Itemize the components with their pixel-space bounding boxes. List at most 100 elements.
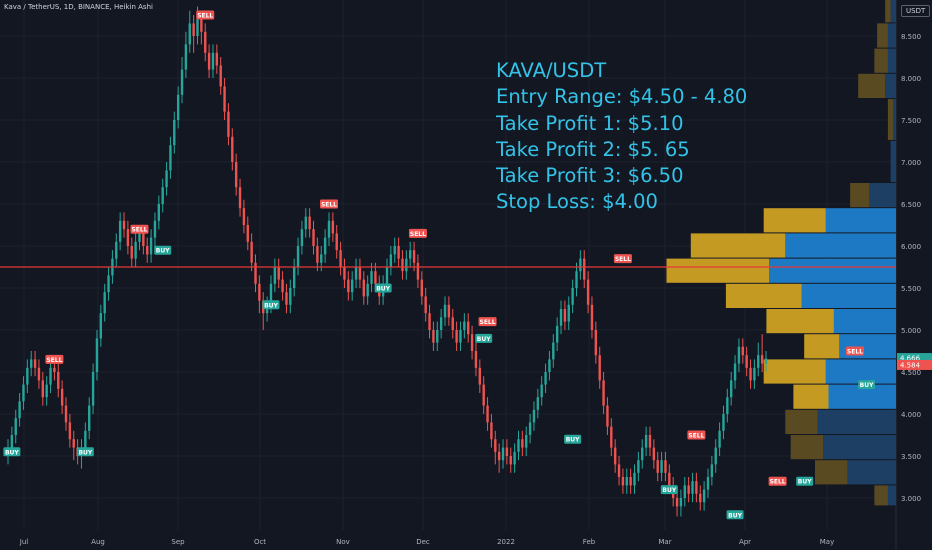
candle-body bbox=[296, 246, 300, 267]
symbol-header[interactable]: Kava / TetherUS, 1D, BINANCE, Heikin Ash… bbox=[4, 3, 153, 11]
candle-body bbox=[656, 460, 659, 473]
candle-body bbox=[215, 52, 219, 66]
vp-bar-gold bbox=[793, 384, 829, 409]
candle-body bbox=[501, 447, 505, 461]
candle-body bbox=[629, 477, 632, 486]
vp-bar-blue bbox=[847, 460, 896, 485]
x-tick-label: Mar bbox=[658, 538, 671, 546]
x-tick-label: Nov bbox=[336, 538, 350, 546]
candle-body bbox=[571, 288, 574, 305]
vp-bar-gold bbox=[763, 359, 826, 384]
buy-signal-box bbox=[262, 300, 280, 310]
sell-signal-box bbox=[196, 10, 215, 20]
price-tag-box bbox=[897, 359, 932, 370]
candle-body bbox=[641, 447, 644, 461]
candle-body bbox=[517, 439, 520, 452]
candle-body bbox=[749, 367, 752, 381]
candle-body bbox=[610, 426, 613, 448]
candles bbox=[6, 6, 768, 517]
candle-body bbox=[702, 489, 706, 503]
candle-body bbox=[602, 380, 605, 406]
candle-body bbox=[308, 216, 311, 230]
candle-body bbox=[60, 388, 64, 406]
candle-body bbox=[292, 267, 296, 288]
candle-body bbox=[567, 304, 570, 322]
candle-body bbox=[559, 309, 563, 326]
candle-body bbox=[699, 493, 702, 503]
price-axis[interactable]: 3.000 3.500 4.000 4.500 5.000 5.500 6.000 6.500… bbox=[901, 33, 921, 503]
candle-body bbox=[323, 237, 327, 255]
candle-body bbox=[149, 237, 153, 255]
buy-signal-label: BUY bbox=[156, 248, 170, 255]
candle-body bbox=[22, 384, 25, 402]
candle-body bbox=[180, 69, 184, 95]
candle-body bbox=[760, 355, 764, 364]
sell-signal-box bbox=[845, 346, 864, 356]
candle-body bbox=[385, 267, 389, 284]
vp-bar-blue bbox=[887, 23, 896, 48]
buy-signal-label: BUY bbox=[264, 302, 278, 309]
candle-body bbox=[548, 359, 551, 372]
x-tick-label: Jul bbox=[19, 538, 29, 546]
candle-body bbox=[451, 317, 454, 330]
sell-signal-label: SELL bbox=[480, 319, 496, 326]
sell-signal-box bbox=[319, 199, 338, 209]
candle-body bbox=[733, 363, 737, 381]
x-tick-label: May bbox=[820, 538, 834, 546]
candle-body bbox=[675, 498, 679, 507]
buy-signal-box bbox=[475, 333, 493, 343]
candle-body bbox=[718, 430, 721, 448]
candle-body bbox=[238, 187, 242, 209]
candle-body bbox=[695, 481, 698, 494]
x-tick-label: Oct bbox=[254, 538, 266, 546]
candle-body bbox=[729, 380, 733, 398]
candle-body bbox=[350, 279, 354, 293]
candle-body bbox=[153, 220, 157, 238]
candle-body bbox=[555, 325, 559, 343]
price-tag-value: 4.584 bbox=[900, 361, 921, 369]
candle-body bbox=[14, 418, 17, 435]
time-axis[interactable]: Jul Aug Sep Oct Nov Dec 2022 Feb Mar Apr May bbox=[19, 538, 834, 546]
currency-label[interactable]: USDT bbox=[901, 5, 931, 17]
candle-body bbox=[606, 405, 609, 427]
candle-body bbox=[126, 229, 130, 246]
vp-bar-blue bbox=[890, 141, 896, 182]
vp-bar-gold bbox=[858, 73, 886, 98]
vp-bar-blue bbox=[890, 0, 896, 23]
candle-body bbox=[613, 447, 617, 465]
candle-body bbox=[494, 439, 497, 452]
candle-body bbox=[439, 317, 443, 330]
price-tag-value: 4.666 bbox=[900, 355, 921, 363]
candle-body bbox=[478, 367, 482, 385]
y-tick-label: 3.500 bbox=[901, 453, 921, 461]
buy-signal-label: BUY bbox=[728, 512, 742, 519]
candle-body bbox=[525, 435, 528, 448]
candle-body bbox=[486, 405, 489, 423]
candle-body bbox=[219, 65, 222, 87]
candle-body bbox=[99, 313, 103, 339]
vp-bar-blue bbox=[785, 233, 896, 258]
candle-body bbox=[443, 304, 447, 318]
candle-body bbox=[41, 380, 45, 398]
candle-body bbox=[416, 262, 420, 280]
candle-body bbox=[234, 162, 238, 188]
candle-body bbox=[343, 267, 346, 280]
sell-signal-label: SELL bbox=[847, 349, 863, 356]
vp-bar-blue bbox=[869, 183, 896, 208]
candle-body bbox=[72, 439, 75, 448]
candle-body bbox=[467, 321, 470, 335]
note-take-profit-2: Take Profit 2: $5. 65 bbox=[496, 137, 690, 161]
candle-body bbox=[53, 367, 56, 372]
candle-body bbox=[482, 384, 485, 406]
candle-body bbox=[68, 422, 72, 440]
note-take-profit-1: Take Profit 1: $5.10 bbox=[496, 111, 684, 135]
candle-body bbox=[354, 267, 358, 280]
y-tick-label: 7.000 bbox=[901, 159, 921, 167]
candle-body bbox=[691, 481, 694, 494]
candle-body bbox=[436, 330, 439, 343]
y-tick-label: 4.000 bbox=[901, 411, 921, 419]
candle-body bbox=[583, 258, 586, 280]
candle-body bbox=[26, 367, 29, 385]
candle-body bbox=[687, 485, 690, 494]
